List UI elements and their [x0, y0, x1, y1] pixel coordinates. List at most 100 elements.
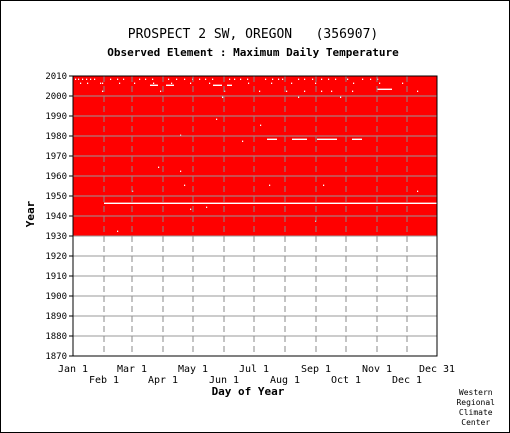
missing-day — [323, 184, 325, 186]
chart-subtitle: Observed Element : Maximum Daily Tempera… — [107, 46, 399, 59]
missing-day — [247, 78, 249, 80]
missing-day — [87, 82, 89, 84]
y-axis-ticks: 1870 1880 1890 1900 1910 1920 1930 1940 1950 1960… — [45, 72, 73, 362]
x-tick-label-bottom: Feb 1 — [89, 375, 119, 386]
y-tick-label: 1880 — [45, 332, 67, 342]
missing-day — [291, 82, 293, 84]
x-tick-label-top: Dec 31 — [419, 364, 455, 375]
missing-day — [417, 190, 419, 192]
y-tick-label: 1980 — [45, 132, 67, 142]
missing-day — [269, 184, 271, 186]
missing-day — [117, 78, 119, 80]
x-tick-label-top: Jul 1 — [239, 364, 269, 375]
credit-line-3: Climate — [458, 408, 493, 417]
missing-day — [321, 78, 323, 80]
missing-day — [206, 206, 208, 208]
y-axis-label: Year — [24, 200, 37, 227]
missing-day — [212, 78, 214, 80]
missing-day — [229, 78, 231, 80]
missing-day — [82, 78, 84, 80]
missing-day — [184, 184, 186, 186]
y-tick-label: 1940 — [45, 212, 67, 222]
chart-title: PROSPECT 2 SW, OREGON (356907) — [128, 27, 378, 42]
x-tick-label-bottom: Aug 1 — [270, 375, 300, 386]
x-tick-label-bottom: Oct 1 — [331, 375, 361, 386]
missing-day — [75, 78, 77, 80]
missing-segment — [317, 138, 337, 140]
missing-day — [224, 90, 226, 92]
missing-day — [335, 78, 337, 80]
missing-day — [100, 82, 102, 84]
missing-day — [352, 90, 354, 92]
y-tick-label: 1950 — [45, 192, 67, 202]
missing-day — [94, 78, 96, 80]
grid-layer — [72, 75, 438, 357]
missing-day — [168, 78, 170, 80]
y-tick-label: 1920 — [45, 252, 67, 262]
missing-day — [417, 90, 419, 92]
missing-day — [298, 96, 300, 98]
missing-day — [234, 78, 236, 80]
credit-line-1: Western — [458, 388, 493, 397]
missing-segment — [377, 88, 392, 90]
missing-day — [377, 78, 379, 80]
y-tick-label: 1990 — [45, 112, 67, 122]
missing-day — [362, 78, 364, 80]
missing-segment — [166, 84, 174, 86]
wrcc-credit: Western Regional Climate Center — [456, 388, 495, 428]
x-tick-label-top: Mar 1 — [117, 364, 147, 375]
missing-day — [139, 78, 141, 80]
y-tick-label: 2000 — [45, 92, 67, 102]
x-tick-label-top: Jan 1 — [58, 364, 88, 375]
missing-day — [180, 170, 182, 172]
missing-day — [298, 78, 300, 80]
missing-day — [145, 78, 147, 80]
y-tick-label: 1970 — [45, 152, 67, 162]
y-tick-label: 1870 — [45, 352, 67, 362]
missing-day — [123, 78, 125, 80]
missing-day — [370, 78, 372, 80]
missing-day — [171, 82, 173, 84]
x-tick-label-top: May 1 — [178, 364, 208, 375]
missing-day — [180, 134, 182, 136]
y-tick-label: 1900 — [45, 292, 67, 302]
missing-segment — [227, 84, 232, 86]
x-tick-label-top: Nov 1 — [362, 364, 392, 375]
credit-line-2: Regional — [456, 398, 495, 407]
missing-day — [216, 118, 218, 120]
missing-day — [278, 78, 280, 80]
credit-line-4: Center — [461, 418, 491, 427]
missing-segment — [150, 84, 158, 86]
missing-day — [158, 166, 160, 168]
missing-day — [134, 82, 136, 84]
missing-day — [222, 96, 224, 98]
missing-day — [110, 78, 112, 80]
missing-day — [242, 140, 244, 142]
missing-day — [304, 78, 306, 80]
missing-day — [199, 78, 201, 80]
missing-day — [340, 96, 342, 98]
missing-day — [321, 90, 323, 92]
missing-day — [315, 82, 317, 84]
missing-day — [304, 90, 306, 92]
missing-day — [312, 78, 314, 80]
missing-day — [259, 90, 261, 92]
missing-day — [117, 230, 119, 232]
missing-day — [271, 82, 273, 84]
missing-day — [272, 78, 274, 80]
missing-day — [152, 78, 154, 80]
missing-day — [160, 90, 162, 92]
y-tick-label: 1890 — [45, 312, 67, 322]
missing-day — [119, 82, 121, 84]
missing-day — [132, 190, 134, 192]
missing-segment — [352, 138, 362, 140]
missing-day — [102, 90, 104, 92]
missing-day — [205, 78, 207, 80]
missing-day — [286, 90, 288, 92]
missing-segment — [104, 202, 437, 204]
missing-day — [248, 82, 250, 84]
missing-day — [379, 82, 381, 84]
missing-segment — [267, 138, 277, 140]
